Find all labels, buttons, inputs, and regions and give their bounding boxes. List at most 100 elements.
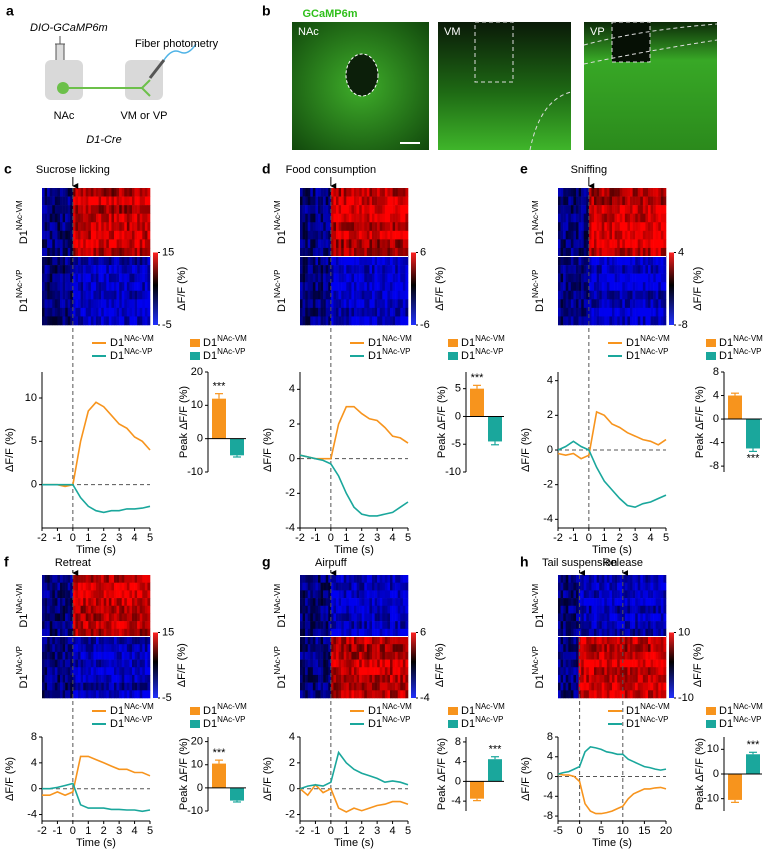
heatmap-cell xyxy=(114,239,117,249)
heatmap-cell xyxy=(576,690,579,699)
heatmap-cell xyxy=(402,590,406,599)
heatmap-cell xyxy=(392,307,396,317)
heatmap-cell xyxy=(351,644,355,653)
heatmap-cell xyxy=(351,307,355,317)
heatmap-cell xyxy=(80,230,84,240)
heatmap-cell xyxy=(101,316,105,326)
heatmap-cell xyxy=(47,613,51,622)
significance: *** xyxy=(213,747,227,759)
heatmap-cell xyxy=(655,659,659,668)
heatmap-cell xyxy=(379,213,383,223)
heatmap-cell xyxy=(147,667,151,676)
name-main: D1 xyxy=(203,350,217,362)
heatmap-cell xyxy=(72,605,76,614)
heatmap-cell xyxy=(108,690,112,699)
heatmap-cell xyxy=(405,265,409,274)
heatmap-cell xyxy=(47,598,51,607)
heatmap-cell xyxy=(619,307,623,317)
heatmap-cell xyxy=(576,282,579,292)
heatmap-cell xyxy=(333,613,337,622)
heatmap-cell xyxy=(52,644,56,653)
heatmap-cell xyxy=(637,247,641,257)
name-main: D1 xyxy=(461,718,475,730)
heatmap-cell xyxy=(343,659,347,668)
heatmap-cell xyxy=(635,299,639,309)
heatmap-cell xyxy=(397,575,401,583)
heatmap-cell xyxy=(359,621,363,630)
heatmap-cell xyxy=(648,222,651,232)
heatmap-cell xyxy=(369,621,373,630)
heatmap-cell xyxy=(302,205,306,214)
x-tick-label: -2 xyxy=(37,825,47,837)
heatmap-cell xyxy=(361,674,365,683)
heatmap-cell xyxy=(134,239,138,249)
colorbar xyxy=(153,252,158,325)
heatmap-cell xyxy=(320,613,324,622)
heatmap-cell xyxy=(106,213,110,223)
series-name: D1NAc-VM xyxy=(203,702,247,717)
heatmap-cell xyxy=(126,659,130,668)
heatmap-cell xyxy=(346,247,350,257)
heatmap-cell xyxy=(341,222,345,232)
heatmap-cell xyxy=(400,222,404,232)
heatmap-cell xyxy=(379,613,383,622)
heatmap-cell xyxy=(312,636,316,645)
heatmap-cell xyxy=(338,205,342,214)
heatmap-cell xyxy=(111,628,115,637)
heatmap-cell xyxy=(627,628,631,637)
heatmap-cell xyxy=(563,265,567,274)
heatmap-cell xyxy=(42,290,45,300)
heatmap-cell xyxy=(137,674,141,683)
heatmap-cell xyxy=(72,636,76,645)
name-main: D1 xyxy=(719,705,733,717)
heatmap-cell xyxy=(103,659,107,668)
heatmap-cell xyxy=(619,582,623,591)
heatmap-cell xyxy=(655,196,659,206)
heatmap-cell xyxy=(650,196,654,206)
heatmap-cell xyxy=(88,205,92,214)
heatmap-cell xyxy=(108,282,112,292)
heatmap-cell xyxy=(596,636,600,645)
heatmap-cell xyxy=(632,256,636,266)
heatmap-cell xyxy=(119,290,123,300)
heatmap-cell xyxy=(88,247,92,257)
heatmap-cell xyxy=(382,265,386,274)
heatmap-cell xyxy=(305,682,309,691)
heatmap-cell xyxy=(307,299,311,309)
heatmap-cell xyxy=(583,644,587,653)
heatmap-cell xyxy=(338,230,342,240)
heatmap-cell xyxy=(405,239,409,249)
heatmap-cell xyxy=(359,307,363,317)
bar-y-axis-label: Peak ΔF/F (%) xyxy=(178,738,190,810)
heatmap-cell xyxy=(80,582,84,591)
heatmap-cell xyxy=(588,636,592,645)
heatmap-cell xyxy=(307,290,311,300)
heatmap-cell xyxy=(330,674,334,683)
heatmap-cell xyxy=(586,307,590,317)
heatmap-cell xyxy=(588,651,592,660)
heatmap-cell xyxy=(307,644,311,653)
heatmap-cell xyxy=(80,213,84,223)
heatmap-cell xyxy=(655,590,659,599)
heatmap-cell xyxy=(663,590,667,599)
heatmap-cell xyxy=(75,282,79,292)
heatmap-cell xyxy=(382,659,386,668)
heatmap-cell xyxy=(384,605,388,614)
heatmap-cell xyxy=(310,605,314,614)
heatmap-cell xyxy=(624,205,628,214)
heatmap-cell xyxy=(318,273,321,283)
heatmap-cell xyxy=(90,299,94,309)
heatmap-cell xyxy=(658,690,662,699)
heatmap-cell xyxy=(565,222,569,232)
heatmap-cell xyxy=(635,247,639,257)
heatmap-cell xyxy=(560,196,564,206)
heatmap-cell xyxy=(67,222,71,232)
heatmap-cell xyxy=(338,188,342,197)
heatmap-cell xyxy=(614,644,618,653)
heatmap-cell xyxy=(305,188,309,197)
heatmap-cell xyxy=(392,674,396,683)
heatmap-cell xyxy=(614,690,618,699)
heatmap-cell xyxy=(315,605,319,614)
heatmap-cell xyxy=(573,196,577,206)
heatmap-cell xyxy=(42,628,45,637)
